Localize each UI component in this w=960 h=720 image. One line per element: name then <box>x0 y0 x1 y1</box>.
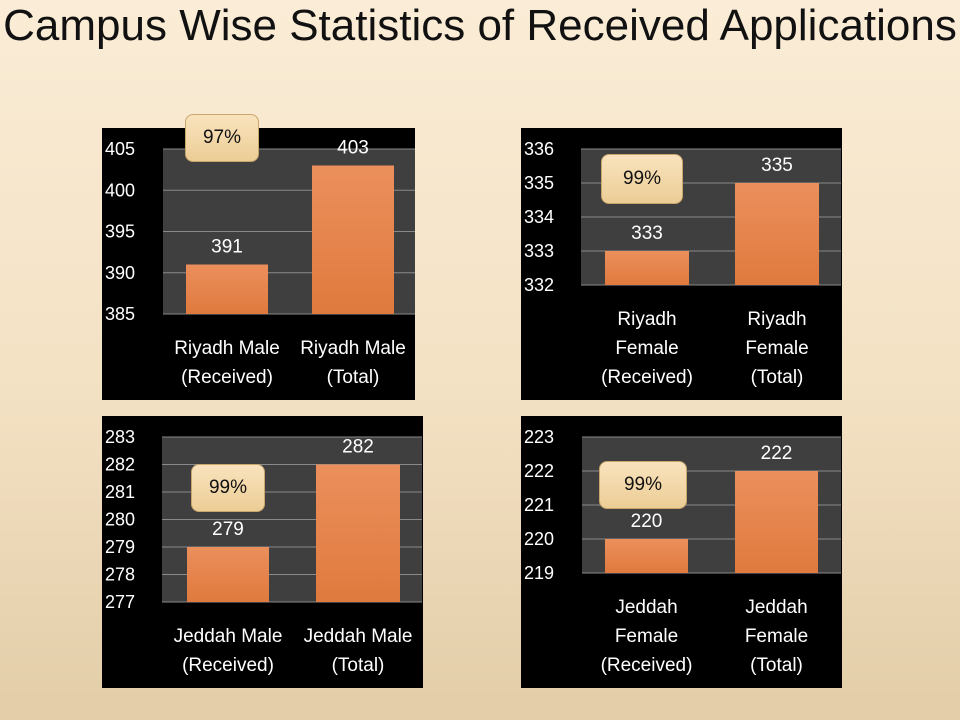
x-category-label: Jeddah Male <box>174 626 283 647</box>
x-category-label: (Total) <box>750 655 803 676</box>
y-tick-label: 277 <box>105 592 135 612</box>
percentage-badge: 99% <box>601 154 683 204</box>
y-tick-label: 334 <box>524 207 554 227</box>
y-tick-label: 221 <box>524 495 554 515</box>
y-tick-label: 336 <box>524 139 554 159</box>
x-category-label: Riyadh Male <box>174 338 280 359</box>
y-tick-label: 278 <box>105 565 135 585</box>
x-category-label: Riyadh <box>617 309 676 330</box>
slide-title: Campus Wise Statistics of Received Appli… <box>3 1 957 50</box>
bar-value-label: 222 <box>761 443 793 464</box>
y-tick-label: 281 <box>105 482 135 502</box>
bar-value-label: 279 <box>212 519 244 540</box>
bar <box>605 251 689 285</box>
x-category-label: Female <box>615 338 678 359</box>
x-category-label: (Received) <box>182 655 274 676</box>
bar-value-label: 333 <box>631 223 663 244</box>
x-category-label: Jeddah Male <box>304 626 413 647</box>
chart-riyadh-female: 332 333 334 335 336 333 Riyadh Female (Received)… <box>521 128 842 400</box>
y-tick-label: 283 <box>105 427 135 447</box>
y-tick-label: 223 <box>524 427 554 447</box>
percentage-badge: 99% <box>191 464 265 512</box>
y-tick-label: 333 <box>524 241 554 261</box>
chart-riyadh-male: 385 390 395 400 405 391 Riyadh Male (Received) 4… <box>102 114 415 400</box>
chart-svg: 277 278 279 280 281 282 283 279 Jeddah Male (Rece… <box>105 427 422 676</box>
x-category-label: Riyadh Male <box>300 338 406 359</box>
y-tick-label: 279 <box>105 537 135 557</box>
x-category-label: Riyadh <box>747 309 806 330</box>
percentage-badge: 97% <box>185 114 259 162</box>
x-category-label: (Total) <box>327 367 380 388</box>
x-category-label: (Received) <box>601 655 693 676</box>
y-tick-label: 332 <box>524 275 554 295</box>
y-tick-label: 335 <box>524 173 554 193</box>
y-tick-label: 282 <box>105 455 135 475</box>
y-tick-label: 395 <box>105 222 135 242</box>
chart-svg: 332 333 334 335 336 333 Riyadh Female (Received)… <box>524 139 841 388</box>
y-tick-label: 220 <box>524 529 554 549</box>
x-category-label: Jeddah <box>615 597 677 618</box>
bar-value-label: 391 <box>211 237 243 258</box>
bar <box>316 464 400 602</box>
y-tick-label: 390 <box>105 263 135 283</box>
bar <box>735 471 818 573</box>
bar <box>186 264 268 314</box>
x-category-label: Female <box>615 626 678 647</box>
chart-jeddah-female: 219 220 221 222 223 220 Jeddah Female (Received)… <box>521 416 842 688</box>
chart-jeddah-male: 277 278 279 280 281 282 283 279 Jeddah Male (Rece… <box>102 416 423 688</box>
percentage-badge: 99% <box>599 461 687 509</box>
chart-svg: 385 390 395 400 405 391 Riyadh Male (Received) 4… <box>105 138 415 388</box>
bar <box>605 539 688 573</box>
bar-value-label: 282 <box>342 437 374 458</box>
y-tick-label: 385 <box>105 304 135 324</box>
x-category-label: Female <box>745 626 808 647</box>
bar-value-label: 220 <box>631 511 663 532</box>
x-category-label: (Received) <box>601 367 693 388</box>
y-tick-label: 219 <box>524 563 554 583</box>
y-tick-label: 405 <box>105 139 135 159</box>
bar <box>735 183 819 285</box>
x-category-label: Jeddah <box>745 597 807 618</box>
bar <box>187 547 269 602</box>
bar <box>312 165 394 314</box>
y-tick-label: 400 <box>105 180 135 200</box>
y-tick-label: 222 <box>524 461 554 481</box>
x-category-label: (Total) <box>332 655 385 676</box>
x-category-label: (Received) <box>181 367 273 388</box>
y-tick-label: 280 <box>105 510 135 530</box>
bar-value-label: 335 <box>761 155 793 176</box>
chart-svg: 219 220 221 222 223 220 Jeddah Female (Received)… <box>524 427 841 676</box>
x-category-label: Female <box>745 338 808 359</box>
bar-value-label: 403 <box>337 138 369 159</box>
x-category-label: (Total) <box>751 367 804 388</box>
